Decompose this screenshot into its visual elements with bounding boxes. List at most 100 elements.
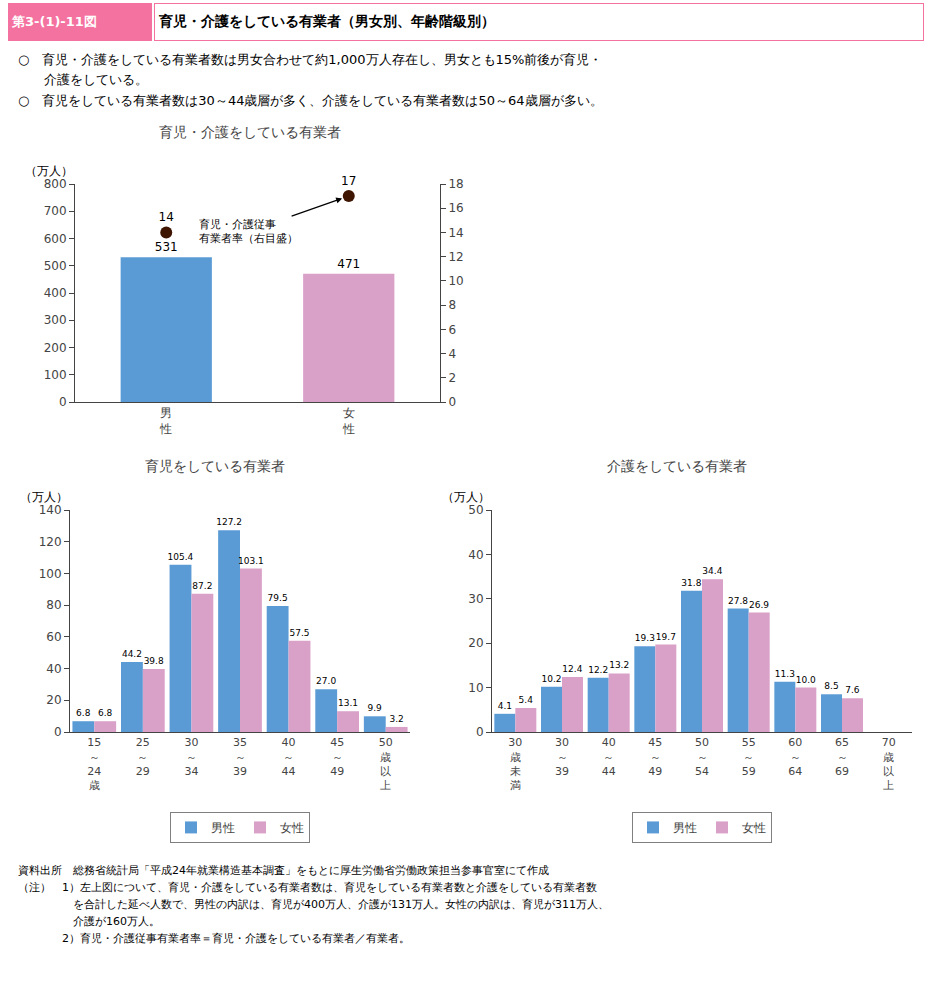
html-text:育児・介護をしている有業者（男女別、年齢階級別）: 育児・介護をしている有業者（男女別、年齢階級別） (159, 13, 495, 29)
svg-text:79.5: 79.5 (268, 593, 288, 603)
svg-text:30: 30 (468, 592, 483, 606)
svg-text:27.8: 27.8 (728, 596, 748, 606)
svg-text:14: 14 (159, 210, 174, 224)
svg-text:育児・介護をしている有業者: 育児・介護をしている有業者 (159, 124, 341, 140)
svg-text:12.2: 12.2 (588, 665, 608, 675)
svg-text:60: 60 (46, 630, 61, 644)
svg-text:0: 0 (476, 725, 484, 739)
svg-text:10: 10 (468, 681, 483, 695)
svg-text:0: 0 (54, 725, 62, 739)
svg-text:34.4: 34.4 (702, 566, 722, 576)
svg-text:13.2: 13.2 (609, 660, 629, 670)
svg-text:育児をしている有業者: 育児をしている有業者 (145, 458, 285, 474)
svg-text:60～64: 60～64 (788, 736, 802, 778)
svg-text:10.2: 10.2 (541, 674, 561, 684)
svg-text:女性: 女性 (742, 821, 766, 835)
svg-text:80: 80 (46, 598, 61, 612)
svg-text:40～44: 40～44 (282, 736, 296, 778)
svg-text:200: 200 (44, 341, 67, 355)
svg-text:40: 40 (468, 548, 483, 562)
svg-text:105.4: 105.4 (167, 552, 193, 562)
svg-text:19.7: 19.7 (656, 632, 676, 642)
svg-text:70歳以上: 70歳以上 (882, 736, 896, 792)
svg-text:20: 20 (468, 636, 483, 650)
svg-text:男性: 男性 (211, 821, 235, 835)
svg-text:103.1: 103.1 (238, 556, 264, 566)
svg-text:50: 50 (468, 503, 483, 517)
svg-text:800: 800 (44, 177, 67, 191)
svg-text:30～39: 30～39 (555, 736, 569, 778)
svg-text:87.2: 87.2 (192, 581, 212, 591)
svg-text:介護をしている有業者: 介護をしている有業者 (607, 458, 747, 474)
svg-text:6: 6 (448, 323, 456, 337)
svg-text:45～49: 45～49 (330, 736, 344, 778)
svg-text:11.3: 11.3 (775, 669, 795, 679)
svg-text:（万人）: （万人） (25, 164, 73, 178)
svg-text:4: 4 (448, 347, 456, 361)
svg-text:100: 100 (44, 368, 67, 382)
svg-text:20: 20 (46, 693, 61, 707)
svg-text:14: 14 (448, 226, 463, 240)
svg-text:30～34: 30～34 (184, 736, 198, 778)
svg-text:25～29: 25～29 (136, 736, 150, 778)
svg-text:8: 8 (448, 298, 456, 312)
svg-text:40～44: 40～44 (602, 736, 616, 778)
svg-text:50歳以上: 50歳以上 (379, 736, 393, 792)
svg-text:男性: 男性 (673, 821, 697, 835)
svg-text:400: 400 (44, 286, 67, 300)
svg-text:（万人）: （万人） (442, 490, 490, 504)
svg-text:6.8: 6.8 (76, 708, 91, 718)
svg-text:6.8: 6.8 (98, 708, 113, 718)
svg-text:600: 600 (44, 232, 67, 246)
svg-text:女性: 女性 (342, 406, 355, 436)
svg-text:39.8: 39.8 (144, 656, 164, 666)
svg-text:9.9: 9.9 (367, 703, 382, 713)
svg-text:16: 16 (448, 201, 463, 215)
svg-text:471: 471 (337, 257, 360, 271)
svg-text:26.9: 26.9 (749, 600, 769, 610)
svg-text:男性: 男性 (159, 406, 172, 436)
svg-text:8.5: 8.5 (824, 681, 838, 691)
svg-text:10.0: 10.0 (796, 675, 816, 685)
svg-text:127.2: 127.2 (216, 517, 242, 527)
svg-text:300: 300 (44, 313, 67, 327)
svg-text:55～59: 55～59 (742, 736, 756, 778)
svg-text:（万人）: （万人） (20, 490, 68, 504)
svg-text:5.4: 5.4 (519, 695, 534, 705)
svg-text:27.0: 27.0 (316, 676, 336, 686)
svg-text:50～54: 50～54 (695, 736, 709, 778)
svg-text:育児・介護従事有業者率（右目盛）: 育児・介護従事有業者率（右目盛） (199, 218, 298, 245)
svg-text:18: 18 (448, 177, 463, 191)
html-text:○ 育児・介護をしている有業者数は男女合わせて約1,000万: ○ 育児・介護をしている有業者数は男女合わせて約1,000万人存在し、男女とも1… (18, 52, 603, 87)
svg-text:35～39: 35～39 (233, 736, 247, 778)
svg-text:女性: 女性 (280, 821, 304, 835)
svg-text:12.4: 12.4 (562, 664, 582, 674)
svg-text:44.2: 44.2 (122, 649, 142, 659)
svg-text:700: 700 (44, 204, 67, 218)
svg-text:19.3: 19.3 (635, 633, 655, 643)
svg-text:17: 17 (341, 174, 356, 188)
svg-text:2: 2 (448, 371, 456, 385)
svg-text:12: 12 (448, 250, 463, 264)
svg-text:120: 120 (39, 535, 62, 549)
svg-text:40: 40 (46, 662, 61, 676)
svg-text:0: 0 (448, 395, 456, 409)
svg-text:57.5: 57.5 (289, 628, 309, 638)
svg-text:100: 100 (39, 567, 62, 581)
svg-text:45～49: 45～49 (648, 736, 662, 778)
svg-text:15～24歳: 15～24歳 (87, 736, 101, 792)
svg-text:13.1: 13.1 (338, 698, 358, 708)
svg-text:7.6: 7.6 (845, 685, 860, 695)
svg-text:30歳未満: 30歳未満 (508, 736, 522, 792)
svg-text:4.1: 4.1 (498, 701, 512, 711)
svg-text:3.2: 3.2 (389, 714, 403, 724)
svg-text:500: 500 (44, 259, 67, 273)
html-text:資料出所 総務省統計局「平成24年就業構造基本調査」をもとに: 資料出所 総務省統計局「平成24年就業構造基本調査」をもとに厚生労働省労働政策担… (18, 864, 609, 946)
svg-text:31.8: 31.8 (681, 578, 701, 588)
svg-text:531: 531 (155, 240, 178, 254)
svg-text:140: 140 (39, 503, 62, 517)
svg-text:10: 10 (448, 274, 463, 288)
svg-text:65～69: 65～69 (835, 736, 849, 778)
html-text:第3-(1)-11図: 第3-(1)-11図 (12, 14, 97, 29)
svg-text:0: 0 (59, 395, 67, 409)
